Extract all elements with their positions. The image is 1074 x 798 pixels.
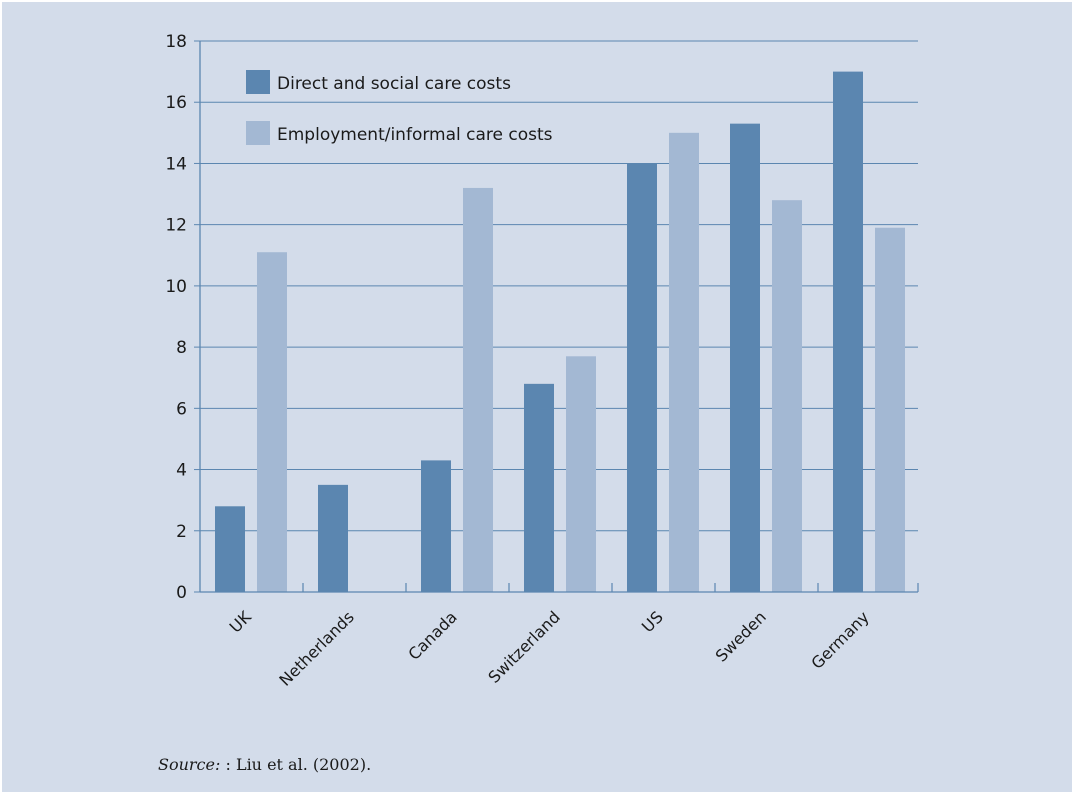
x-tick-label: Germany <box>807 607 872 672</box>
x-tick-label: Sweden <box>712 607 770 665</box>
y-tick-label: 16 <box>165 93 187 113</box>
source-label: Source: <box>158 755 221 774</box>
x-tick-label: Netherlands <box>275 607 357 689</box>
y-tick-label: 4 <box>176 461 187 481</box>
bar-employment-switzerland <box>566 356 596 592</box>
axes <box>194 40 919 593</box>
y-tick-label: 12 <box>165 216 187 236</box>
bar-direct-switzerland <box>524 383 554 592</box>
legend: Direct and social care costs Employment/i… <box>246 70 553 145</box>
bar-employment-sweden <box>772 200 802 592</box>
legend-swatch <box>246 70 270 94</box>
bar-employment-us <box>669 132 699 593</box>
bars <box>215 71 905 593</box>
y-tick-label: 18 <box>165 32 187 52</box>
legend-swatch <box>246 121 270 145</box>
x-tick-labels: UK Netherlands Canada Switzerland US Sweden Ge… <box>226 607 873 690</box>
y-tick-label: 2 <box>176 522 187 542</box>
bar-direct-canada <box>421 460 451 592</box>
x-tick-label: US <box>638 607 667 636</box>
x-tick-label: Canada <box>404 607 460 663</box>
bar-direct-uk <box>215 506 245 592</box>
legend-label: Direct and social care costs <box>277 74 511 94</box>
bar-direct-netherlands <box>318 484 348 592</box>
y-tick-label: 14 <box>165 154 187 174</box>
y-tick-labels: 0 2 4 6 8 10 12 14 16 18 <box>165 32 187 603</box>
source-note: Source: : Liu et al. (2002). <box>158 755 371 774</box>
bar-direct-sweden <box>730 123 760 593</box>
x-tick-label: UK <box>226 607 255 636</box>
bar-direct-germany <box>833 71 863 593</box>
bar-employment-canada <box>463 187 493 592</box>
bar-employment-germany <box>875 227 905 592</box>
legend-label: Employment/informal care costs <box>277 125 553 145</box>
bar-direct-us <box>627 163 657 592</box>
bar-employment-uk <box>257 252 287 592</box>
y-tick-label: 10 <box>165 277 187 297</box>
x-tick-label: Switzerland <box>484 607 563 686</box>
gridlines <box>200 40 918 532</box>
source-text: : Liu et al. (2002). <box>220 755 372 774</box>
y-tick-label: 0 <box>176 583 187 603</box>
y-tick-label: 6 <box>176 399 187 419</box>
y-tick-label: 8 <box>176 338 187 358</box>
